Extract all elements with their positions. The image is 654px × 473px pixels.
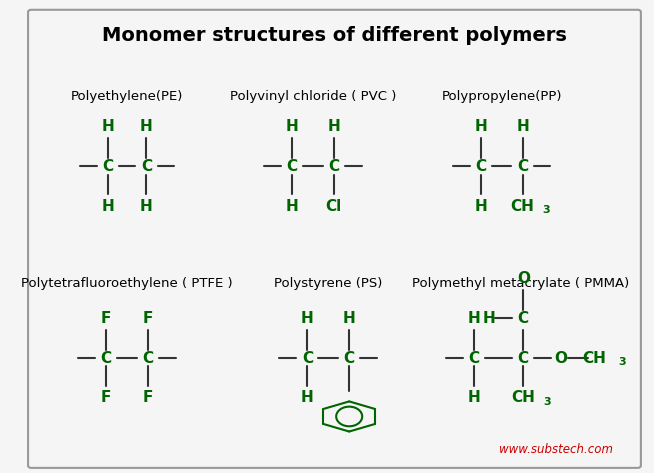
Text: CH: CH [511,199,534,214]
Text: C: C [468,350,479,366]
Text: C: C [286,159,298,174]
Text: 3: 3 [618,357,626,367]
Text: F: F [101,390,111,405]
Text: H: H [516,119,529,134]
Text: C: C [475,159,486,174]
Text: www.substech.com: www.substech.com [499,443,613,456]
Text: C: C [101,350,112,366]
Text: H: H [101,199,114,214]
Text: C: C [328,159,339,174]
Text: CH: CH [583,350,606,366]
Text: Polyvinyl chloride ( PVC ): Polyvinyl chloride ( PVC ) [230,90,396,103]
Text: Cl: Cl [326,199,342,214]
Text: C: C [141,159,152,174]
Text: H: H [286,199,298,214]
Text: H: H [468,311,480,326]
Text: 3: 3 [542,205,550,215]
Text: F: F [143,311,153,326]
Text: H: H [474,199,487,214]
Text: F: F [101,311,111,326]
Text: O: O [517,271,530,286]
Text: Polymethyl metacrylate ( PMMA): Polymethyl metacrylate ( PMMA) [411,277,628,290]
Text: C: C [143,350,154,366]
Text: H: H [483,311,496,326]
Text: H: H [286,119,298,134]
Text: C: C [518,311,529,326]
Text: Polypropylene(PP): Polypropylene(PP) [441,90,562,103]
Text: H: H [140,119,153,134]
Text: Monomer structures of different polymers: Monomer structures of different polymers [102,26,567,45]
Text: C: C [518,350,529,366]
Text: H: H [301,311,314,326]
Text: H: H [474,119,487,134]
Text: CH: CH [511,390,535,405]
Text: H: H [140,199,153,214]
Text: H: H [301,390,314,405]
Text: H: H [468,390,480,405]
Text: Polytetrafluoroethylene ( PTFE ): Polytetrafluoroethylene ( PTFE ) [22,277,233,290]
Text: H: H [343,311,356,326]
Text: C: C [343,350,354,366]
Text: Polystyrene (PS): Polystyrene (PS) [274,277,383,290]
Text: C: C [517,159,528,174]
FancyBboxPatch shape [28,10,641,468]
Text: H: H [101,119,114,134]
Text: F: F [143,390,153,405]
Text: Polyethylene(PE): Polyethylene(PE) [71,90,183,103]
Text: H: H [328,119,340,134]
Text: 3: 3 [543,396,551,406]
Text: C: C [301,350,313,366]
Text: O: O [554,350,567,366]
Text: C: C [102,159,113,174]
